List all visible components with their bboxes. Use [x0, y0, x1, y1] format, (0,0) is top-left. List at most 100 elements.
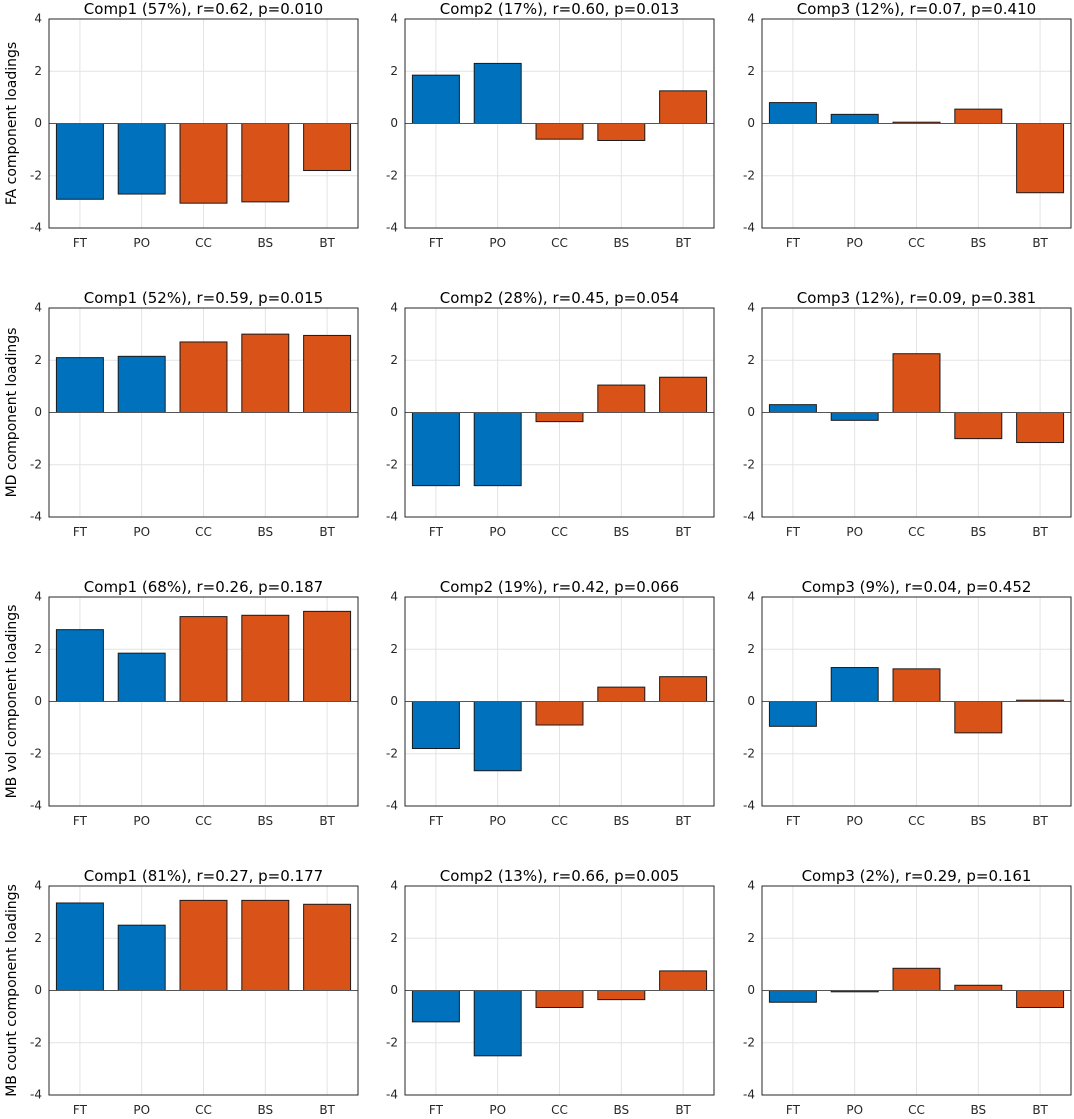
row-ylabel: MB vol component loadings [4, 605, 20, 799]
x-tick-label-bs: BS [613, 1103, 629, 1117]
bar-bt [303, 903, 352, 991]
bar-bs [241, 899, 290, 992]
bar-bt [303, 610, 352, 703]
bar-bt [659, 970, 708, 991]
bar-ft [55, 123, 104, 200]
y-tick-label: -4 [743, 1088, 755, 1102]
y-tick-label: -2 [386, 457, 398, 471]
y-tick-label: 0 [390, 405, 398, 419]
x-tick-label-bs: BS [613, 814, 629, 828]
y-tick-label: 2 [747, 353, 755, 367]
y-tick-label: 4 [390, 879, 398, 893]
bar-bs [954, 701, 1003, 734]
x-tick-label-ft: FT [786, 814, 801, 828]
y-tick-label: 0 [34, 405, 42, 419]
panel-title: Comp2 (17%), r=0.60, p=0.013 [440, 0, 679, 18]
axes-frame [48, 596, 359, 807]
panel-r2-c3: -4 -2 0 2 4 FT PO CC BS BT Comp3 (12%), r=0.09, p=… [743, 289, 1072, 539]
row-ylabel: FA component loadings [4, 42, 20, 205]
axes-frame [48, 18, 359, 229]
y-tick-label: 0 [747, 983, 755, 997]
y-tick-label: 0 [747, 694, 755, 708]
bar-ft [768, 701, 817, 727]
x-tick-label-bs: BS [257, 814, 273, 828]
x-tick-label-bs: BS [257, 1103, 273, 1117]
bar-po [830, 113, 879, 124]
x-tick-label-bt: BT [1032, 525, 1048, 539]
panel-r1-c3: -4 -2 0 2 4 FT PO CC BS BT Comp3 (12%), r=0.07, p=… [743, 0, 1072, 250]
x-tick-label-bt: BT [675, 236, 691, 250]
y-tick-label: 2 [34, 353, 42, 367]
panel-r4-c3: -4 -2 0 2 4 FT PO CC BS BT Comp3 (2%), r=0.29, p=0… [743, 867, 1072, 1117]
panel-r1-c2: -4 -2 0 2 4 FT PO CC BS BT Comp2 (17%), r=0.60, p=… [386, 0, 715, 250]
y-tick-label: 0 [390, 694, 398, 708]
x-tick-label-bt: BT [319, 236, 335, 250]
axes-frame [761, 307, 1072, 518]
axes-frame [48, 307, 359, 518]
panel-title: Comp3 (2%), r=0.29, p=0.161 [802, 867, 1032, 885]
panel-title: Comp2 (19%), r=0.42, p=0.066 [440, 578, 679, 596]
y-tick-label: 0 [747, 116, 755, 130]
bar-ft [55, 629, 104, 702]
x-tick-label-po: PO [846, 236, 863, 250]
panel-title: Comp3 (12%), r=0.09, p=0.381 [797, 289, 1036, 307]
bar-po [473, 701, 522, 772]
x-tick-label-bt: BT [1032, 236, 1048, 250]
bar-bs [241, 614, 290, 702]
bar-ft [411, 412, 460, 487]
y-tick-label: -2 [743, 746, 755, 760]
axes-frame [404, 307, 715, 518]
x-tick-label-po: PO [846, 814, 863, 828]
x-tick-label-cc: CC [551, 814, 568, 828]
x-tick-label-bs: BS [613, 525, 629, 539]
x-tick-label-ft: FT [429, 814, 444, 828]
x-tick-label-po: PO [489, 236, 506, 250]
y-tick-label: 2 [390, 64, 398, 78]
y-tick-label: -4 [386, 799, 398, 813]
bar-po [117, 123, 166, 195]
y-tick-label: 4 [34, 301, 42, 315]
bar-po [473, 62, 522, 124]
y-tick-label: -2 [743, 168, 755, 182]
x-tick-label-po: PO [133, 814, 150, 828]
y-tick-label: -2 [386, 746, 398, 760]
x-tick-label-bs: BS [257, 236, 273, 250]
panel-title: Comp3 (9%), r=0.04, p=0.452 [802, 578, 1032, 596]
y-tick-label: 2 [34, 931, 42, 945]
bar-cc [892, 353, 941, 413]
axes-frame [761, 596, 1072, 807]
y-tick-label: -2 [743, 1035, 755, 1049]
panel-r4-c2: -4 -2 0 2 4 FT PO CC BS BT Comp2 (13%), r=0.66, p=… [386, 867, 715, 1117]
y-tick-label: 4 [390, 12, 398, 26]
bar-ft [55, 902, 104, 992]
bar-cc [892, 668, 941, 702]
x-tick-label-cc: CC [195, 525, 212, 539]
x-tick-label-bs: BS [257, 525, 273, 539]
row-ylabel: MD component loadings [4, 328, 20, 498]
bar-bt [659, 676, 708, 703]
x-tick-label-ft: FT [73, 814, 88, 828]
y-tick-label: 0 [34, 694, 42, 708]
x-tick-label-bt: BT [675, 525, 691, 539]
bar-cc [179, 341, 228, 413]
bar-ft [768, 102, 817, 124]
x-tick-label-ft: FT [73, 525, 88, 539]
x-tick-label-po: PO [489, 525, 506, 539]
axes-frame [761, 885, 1072, 1096]
y-tick-label: -2 [30, 457, 42, 471]
bar-ft [768, 404, 817, 414]
y-tick-label: 2 [747, 642, 755, 656]
x-tick-label-cc: CC [908, 236, 925, 250]
x-tick-label-cc: CC [195, 236, 212, 250]
y-tick-label: -4 [386, 510, 398, 524]
bar-po [473, 412, 522, 487]
y-tick-label: -4 [743, 221, 755, 235]
x-tick-label-po: PO [133, 1103, 150, 1117]
bar-cc [535, 990, 584, 1008]
row-ylabel: MB count component loadings [4, 884, 20, 1097]
y-tick-label: -2 [30, 746, 42, 760]
y-tick-label: -4 [743, 510, 755, 524]
x-tick-label-bt: BT [319, 1103, 335, 1117]
axes-frame [761, 18, 1072, 229]
bar-ft [55, 357, 104, 414]
